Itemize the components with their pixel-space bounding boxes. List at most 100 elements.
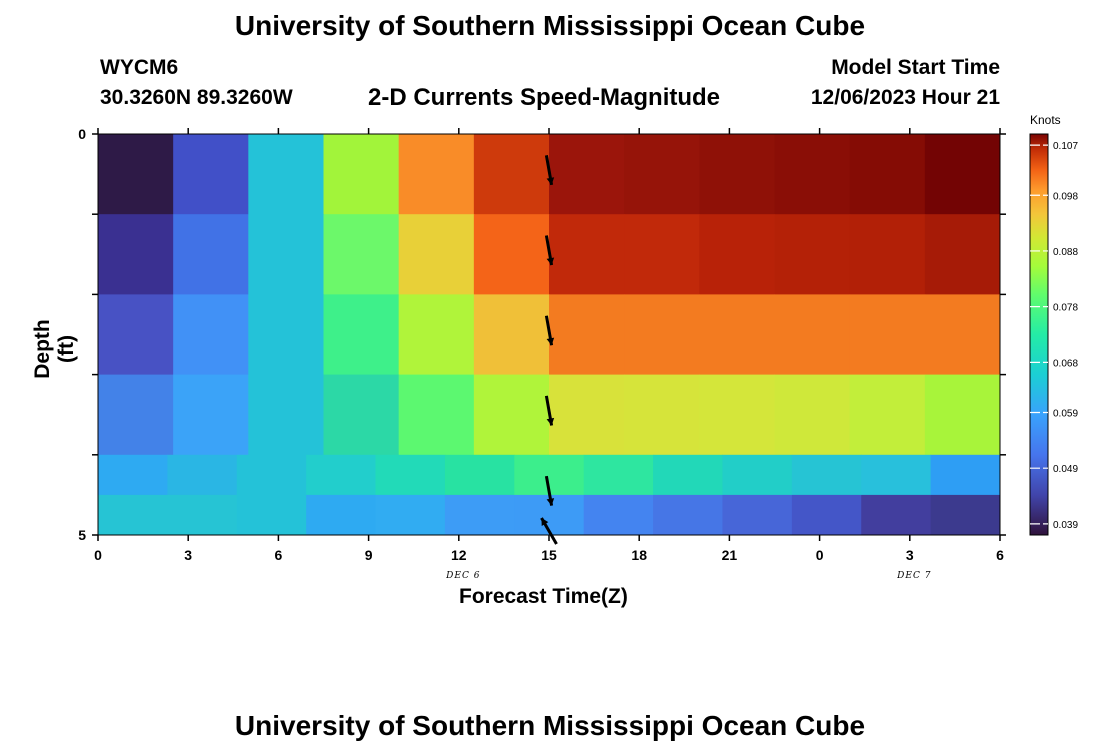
model-start-value: 12/06/2023 Hour 21 <box>810 86 1000 109</box>
heatmap-cell <box>444 454 515 496</box>
current-arrow-head <box>546 257 555 266</box>
heatmap-cell <box>98 374 174 456</box>
colorbar-tick-label: 0.068 <box>1053 358 1078 369</box>
heatmap-cell <box>375 494 446 536</box>
current-arrow <box>544 235 555 266</box>
heatmap-cell <box>98 134 174 215</box>
heatmap-cell <box>248 374 324 456</box>
heatmap-cell <box>173 294 249 376</box>
colorbar: 0.107 0.098 0.088 0.078 0.068 0.059 0.049 0.039 <box>1029 133 1078 536</box>
current-arrow <box>540 517 558 545</box>
heatmap-cell <box>98 214 174 295</box>
heatmap-cell <box>473 374 550 456</box>
heatmap-cell <box>98 494 168 536</box>
model-start-label: Model Start Time <box>831 56 1000 79</box>
x-axis-label: Forecast Time(Z) <box>459 585 628 608</box>
current-arrow-head <box>546 498 555 506</box>
heatmap-cell <box>167 494 238 536</box>
heatmap-cell <box>167 454 238 496</box>
heatmap-cell <box>306 494 377 536</box>
heatmap-cell <box>722 454 793 496</box>
heatmap-cell <box>98 454 168 496</box>
date-label: DEC 7 <box>896 571 931 581</box>
heatmap-cell <box>699 214 775 295</box>
heatmap-cell <box>236 454 307 496</box>
x-tick-label: 3 <box>906 547 914 563</box>
heatmap-cell <box>583 454 654 496</box>
colorbar-label: Knots <box>1030 113 1061 127</box>
heatmap-cell <box>248 214 324 295</box>
heatmap-cell <box>849 294 926 376</box>
heatmap-cell <box>924 214 1001 295</box>
heatmap-cell <box>549 134 625 215</box>
heatmap-cell <box>173 374 249 456</box>
x-tick-label: 6 <box>996 547 1004 563</box>
heatmap-cell <box>849 134 926 215</box>
heatmap-cell <box>861 494 932 536</box>
heatmap-cell <box>173 134 249 215</box>
heatmap-cell <box>624 134 700 215</box>
heatmap-cell <box>398 134 475 215</box>
heatmap-cell <box>699 374 775 456</box>
heatmap-cell <box>173 214 249 295</box>
x-tick-label: 21 <box>722 547 738 563</box>
current-arrow-head <box>546 337 555 346</box>
current-arrow <box>544 155 555 186</box>
heatmap-cell <box>774 374 851 456</box>
heatmap-cell <box>398 294 475 376</box>
heatmap-cell <box>653 454 723 496</box>
heatmap-cell <box>774 134 851 215</box>
heatmap-cell <box>849 374 926 456</box>
heatmap-cell <box>653 494 723 536</box>
heatmap-cell <box>791 494 862 536</box>
heatmap-cell <box>323 134 400 215</box>
x-tick-label: 15 <box>541 547 557 563</box>
colorbar-tick-label: 0.039 <box>1053 520 1078 531</box>
station-coordinates: 30.3260N 89.3260W <box>100 86 293 109</box>
heatmap-cell <box>549 214 625 295</box>
colorbar-tick-label: 0.098 <box>1053 191 1078 202</box>
heatmap-cell <box>549 374 625 456</box>
heatmap-cell <box>323 214 400 295</box>
current-arrow-head <box>546 417 555 426</box>
chart-title-bottom: University of Southern Mississippi Ocean… <box>234 710 866 741</box>
heatmap-cell <box>398 374 475 456</box>
heatmap-cell <box>444 494 515 536</box>
x-tick-label: 3 <box>184 547 192 563</box>
y-tick-label: 0 <box>78 126 86 142</box>
heatmap-cell <box>774 214 851 295</box>
heatmap-cell <box>924 374 1001 456</box>
heatmap-cell <box>306 454 377 496</box>
y-axis: 05 <box>78 126 1006 543</box>
heatmap-cell <box>549 294 625 376</box>
colorbar-tick-label: 0.059 <box>1053 408 1078 419</box>
heatmap-cell <box>583 494 654 536</box>
heatmap-cell <box>473 214 550 295</box>
heatmap-cell <box>473 134 550 215</box>
y-axis-label: Depth (ft) <box>31 319 78 379</box>
x-tick-label: 9 <box>365 547 373 563</box>
colorbar-tick-label: 0.088 <box>1053 247 1078 258</box>
current-arrow <box>544 475 555 506</box>
date-label: DEC 6 <box>445 571 480 581</box>
y-tick-label: 5 <box>78 527 86 543</box>
heatmap-cell <box>861 454 932 496</box>
heatmap-cell <box>624 294 700 376</box>
heatmap-cell <box>930 494 1001 536</box>
heatmap-cell <box>849 214 926 295</box>
heatmap-cell <box>323 294 400 376</box>
colorbar-tick-label: 0.078 <box>1053 303 1078 314</box>
chart-title-top: University of Southern Mississippi Ocean… <box>234 10 866 41</box>
x-tick-label: 0 <box>94 547 102 563</box>
heatmap-cells <box>98 134 1001 536</box>
heatmap-cell <box>699 294 775 376</box>
x-tick-label: 0 <box>816 547 824 563</box>
heatmap-cell <box>398 214 475 295</box>
colorbar-tick-label: 0.107 <box>1053 141 1078 152</box>
heatmap-cell <box>375 454 446 496</box>
heatmap-cell <box>930 454 1001 496</box>
heatmap-cell <box>248 134 324 215</box>
heatmap-cell <box>699 134 775 215</box>
heatmap-cell <box>924 134 1001 215</box>
